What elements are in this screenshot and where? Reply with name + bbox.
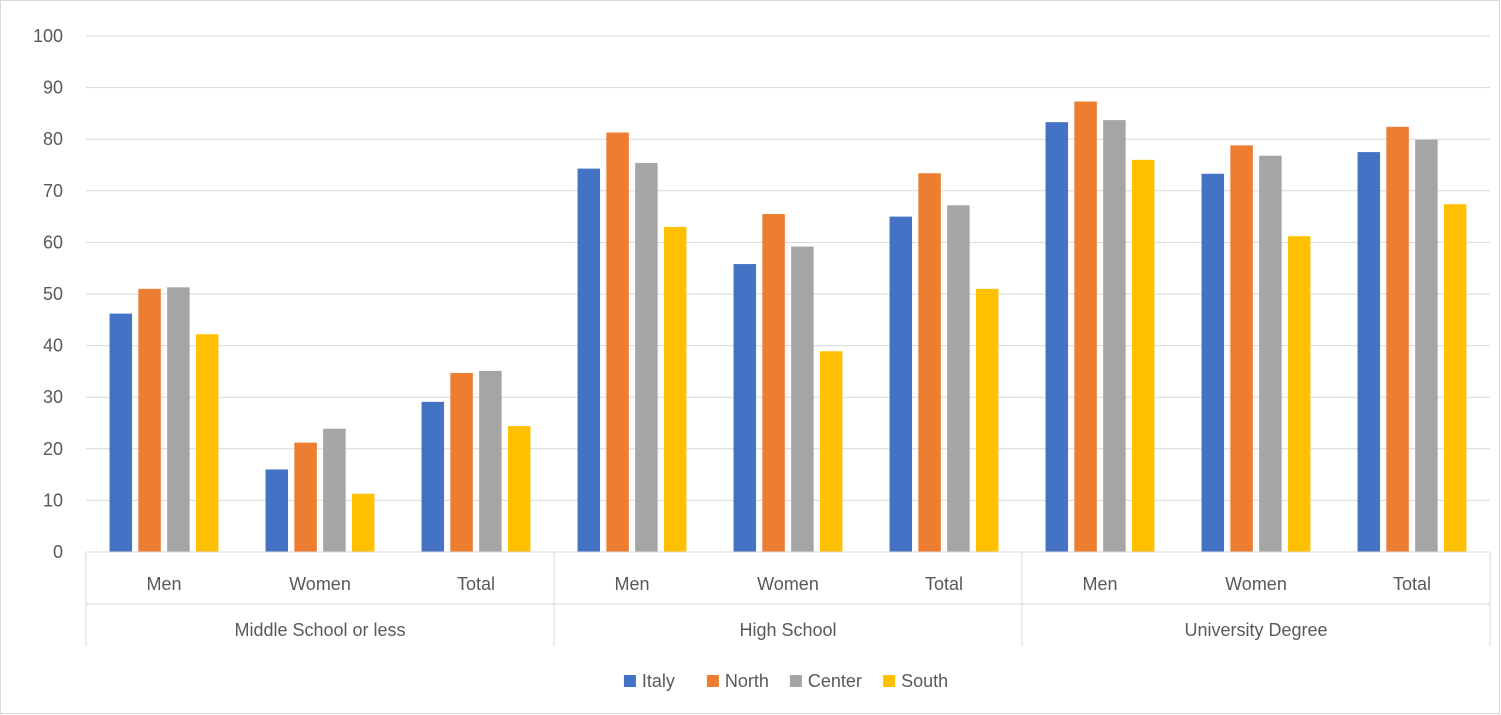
y-tick-label: 60 — [43, 232, 63, 252]
y-tick-label: 100 — [33, 26, 63, 46]
bar-italy-8 — [1357, 152, 1381, 552]
x-category-label: Men — [614, 574, 649, 594]
legend-label-center: Center — [808, 671, 862, 691]
legend-swatch-south — [883, 675, 896, 687]
bar-center-7 — [1259, 155, 1282, 552]
bar-center-2 — [479, 370, 502, 552]
bar-north-4 — [762, 214, 785, 552]
y-tick-label: 80 — [43, 129, 63, 149]
y-tick-label: 10 — [43, 490, 63, 510]
y-tick-label: 0 — [53, 542, 63, 562]
bar-north-8 — [1386, 126, 1409, 552]
bar-south-6 — [1131, 159, 1155, 552]
bar-center-1 — [323, 428, 346, 552]
x-category-label: Women — [1225, 574, 1287, 594]
x-category-label: Men — [146, 574, 181, 594]
x-category-label: Total — [925, 574, 963, 594]
y-tick-label: 90 — [43, 78, 63, 98]
bar-italy-7 — [1201, 173, 1225, 552]
legend-swatch-north — [706, 675, 719, 687]
bar-north-6 — [1074, 101, 1097, 553]
y-tick-label: 20 — [43, 439, 63, 459]
bar-north-0 — [138, 288, 161, 552]
x-category-label: Total — [457, 574, 495, 594]
bar-north-5 — [918, 173, 941, 553]
x-group-label: Middle School or less — [234, 620, 405, 640]
bar-center-3 — [635, 162, 658, 552]
x-group-label: University Degree — [1184, 620, 1327, 640]
bar-center-6 — [1103, 120, 1126, 552]
bar-italy-2 — [421, 401, 445, 552]
bar-center-4 — [791, 246, 814, 552]
legend-label-italy: Italy — [642, 671, 675, 691]
bar-north-1 — [294, 442, 317, 552]
bar-south-4 — [819, 351, 843, 552]
bar-south-1 — [351, 493, 375, 552]
bar-south-0 — [195, 334, 219, 552]
bar-italy-5 — [889, 216, 913, 552]
x-category-label: Women — [289, 574, 351, 594]
bar-italy-1 — [265, 469, 289, 552]
y-tick-label: 40 — [43, 336, 63, 356]
bar-italy-6 — [1045, 122, 1069, 552]
bar-center-5 — [947, 205, 970, 553]
x-group-label: High School — [739, 620, 836, 640]
bar-south-5 — [975, 288, 999, 552]
x-category-label: Men — [1082, 574, 1117, 594]
x-category-label: Women — [757, 574, 819, 594]
bar-italy-3 — [577, 168, 601, 552]
bar-south-8 — [1443, 204, 1467, 552]
y-tick-label: 50 — [43, 284, 63, 304]
bar-center-0 — [167, 287, 190, 552]
bar-south-7 — [1287, 236, 1311, 552]
legend-swatch-italy — [623, 675, 636, 687]
bar-north-7 — [1230, 145, 1253, 552]
legend-label-north: North — [725, 671, 769, 691]
bar-south-3 — [663, 226, 687, 553]
bar-italy-0 — [109, 313, 133, 552]
y-tick-label: 70 — [43, 181, 63, 201]
bar-italy-4 — [733, 264, 757, 552]
legend-label-south: South — [901, 671, 948, 691]
bar-center-8 — [1415, 139, 1438, 552]
bar-north-2 — [450, 372, 473, 552]
legend-swatch-center — [789, 675, 802, 687]
bar-south-2 — [507, 426, 531, 552]
bar-north-3 — [606, 132, 629, 552]
x-category-label: Total — [1393, 574, 1431, 594]
y-tick-label: 30 — [43, 387, 63, 407]
